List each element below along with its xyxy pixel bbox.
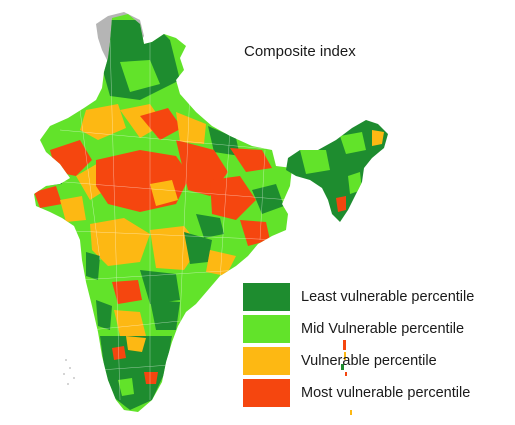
legend-label-least: Least vulnerable percentile: [301, 289, 475, 305]
district-boundaries: [39, 39, 291, 401]
legend-item-vulnerable: Vulnerable percentile: [243, 347, 474, 375]
legend: Least vulnerable percentile Mid Vulnerab…: [243, 283, 474, 411]
andaman-nicobar-islands: [341, 340, 352, 415]
legend-swatch-vulnerable: [243, 347, 290, 375]
map-title: Composite index: [244, 43, 356, 60]
legend-swatch-least: [243, 283, 290, 311]
legend-swatch-mid: [243, 315, 290, 343]
legend-item-mid: Mid Vulnerable percentile: [243, 315, 474, 343]
lakshadweep-islands: [63, 359, 75, 385]
legend-item-most: Most vulnerable percentile: [243, 379, 474, 407]
legend-item-least: Least vulnerable percentile: [243, 283, 474, 311]
legend-swatch-most: [243, 379, 290, 407]
legend-label-vulnerable: Vulnerable percentile: [301, 353, 437, 369]
legend-label-most: Most vulnerable percentile: [301, 385, 471, 401]
northeast-landmass: [286, 120, 388, 222]
legend-label-mid: Mid Vulnerable percentile: [301, 321, 465, 337]
